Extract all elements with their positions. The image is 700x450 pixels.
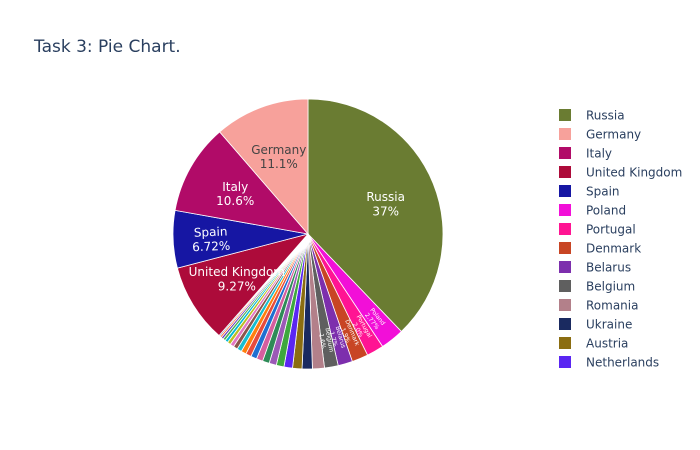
pie-slice-russia xyxy=(307,98,444,333)
legend-label-united-kingdom[interactable]: United Kingdom xyxy=(586,166,682,180)
legend-label-belgium[interactable]: Belgium xyxy=(586,280,635,294)
slice-label-united-kingdom: United Kingdom xyxy=(189,265,285,279)
legend-swatch-germany[interactable] xyxy=(559,128,571,140)
legend-label-spain[interactable]: Spain xyxy=(586,185,620,199)
slice-percent-italy: 10.6% xyxy=(216,194,254,208)
pie-labels: Russia37%Poland2.77%Portugal2.0%Denmark1… xyxy=(189,143,405,353)
slice-percent-germany: 11.1% xyxy=(260,157,298,171)
legend-swatch-portugal[interactable] xyxy=(559,223,571,235)
pie-slices xyxy=(172,98,444,370)
legend: Russia Germany Italy United Kingdom Spain Pol… xyxy=(559,109,682,370)
chart-title: Task 3: Pie Chart. xyxy=(33,37,181,57)
pie-slice-germany xyxy=(219,98,309,236)
legend-swatch-austria[interactable] xyxy=(559,337,571,349)
legend-swatch-belarus[interactable] xyxy=(559,261,571,273)
slice-label-belgium: Belgium xyxy=(324,327,335,353)
pie-slice-united-kingdom xyxy=(176,233,310,337)
legend-swatch-denmark[interactable] xyxy=(559,242,571,254)
slice-percent-belarus: 1.7% xyxy=(328,331,339,348)
slice-label-italy: Italy xyxy=(222,180,248,194)
legend-swatch-belgium[interactable] xyxy=(559,280,571,292)
legend-swatch-ukraine[interactable] xyxy=(559,318,571,330)
legend-label-belarus[interactable]: Belarus xyxy=(586,261,631,275)
legend-swatch-spain[interactable] xyxy=(559,185,571,197)
legend-label-russia[interactable]: Russia xyxy=(586,109,625,123)
legend-label-portugal[interactable]: Portugal xyxy=(586,223,636,237)
slice-percent-belgium: 1.6% xyxy=(317,333,327,350)
legend-swatch-united-kingdom[interactable] xyxy=(559,166,571,178)
legend-swatch-poland[interactable] xyxy=(559,204,571,216)
slice-percent-united-kingdom: 9.27% xyxy=(218,280,256,294)
slice-percent-russia: 37% xyxy=(372,204,399,218)
legend-label-ukraine[interactable]: Ukraine xyxy=(586,318,632,332)
legend-swatch-netherlands[interactable] xyxy=(559,356,571,368)
slice-label-spain: Spain xyxy=(194,224,228,239)
slice-label-germany: Germany xyxy=(251,143,306,157)
slice-percent-spain: 6.72% xyxy=(192,239,231,255)
legend-swatch-russia[interactable] xyxy=(559,109,571,121)
legend-label-austria[interactable]: Austria xyxy=(586,337,628,351)
legend-label-poland[interactable]: Poland xyxy=(586,204,626,218)
legend-label-netherlands[interactable]: Netherlands xyxy=(586,356,659,370)
legend-swatch-italy[interactable] xyxy=(559,147,571,159)
legend-label-italy[interactable]: Italy xyxy=(586,147,612,161)
legend-label-denmark[interactable]: Denmark xyxy=(586,242,641,256)
legend-swatch-romania[interactable] xyxy=(559,299,571,311)
legend-label-germany[interactable]: Germany xyxy=(586,128,641,142)
legend-label-romania[interactable]: Romania xyxy=(586,299,638,313)
pie-slice-italy xyxy=(174,131,310,235)
slice-label-russia: Russia xyxy=(366,190,405,204)
